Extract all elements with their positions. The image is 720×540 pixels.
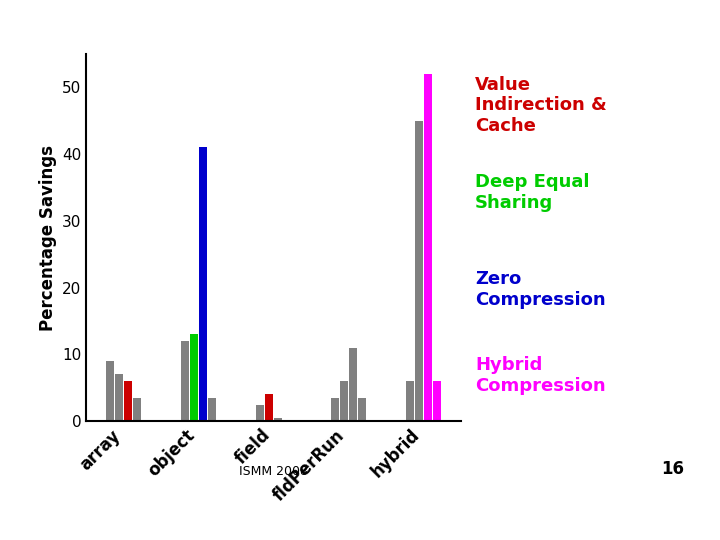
Bar <box>125 381 132 421</box>
Bar <box>433 381 441 421</box>
Y-axis label: Percentage Savings: Percentage Savings <box>39 145 57 330</box>
Text: Deep Equal
Sharing: Deep Equal Sharing <box>475 173 590 212</box>
Bar <box>115 374 123 421</box>
Bar <box>190 334 198 421</box>
Bar <box>331 398 339 421</box>
Text: ISMM 2008: ISMM 2008 <box>239 465 308 478</box>
Text: Value
Indirection &
Cache: Value Indirection & Cache <box>475 76 607 135</box>
Bar <box>133 398 141 421</box>
Bar <box>256 404 264 421</box>
Bar <box>349 348 357 421</box>
Bar <box>274 418 282 421</box>
Bar <box>199 147 207 421</box>
Bar <box>424 74 432 421</box>
Bar <box>406 381 414 421</box>
Text: Department of Computer Sciences: Department of Computer Sciences <box>101 517 341 531</box>
Bar <box>181 341 189 421</box>
Text: Zero
Compression: Zero Compression <box>475 270 606 309</box>
Bar <box>265 395 273 421</box>
Bar <box>358 398 366 421</box>
Bar <box>340 381 348 421</box>
Text: Hybrid
Compression: Hybrid Compression <box>475 356 606 395</box>
Bar <box>415 121 423 421</box>
Bar <box>107 361 114 421</box>
Bar <box>208 398 216 421</box>
Text: 16: 16 <box>661 460 684 478</box>
